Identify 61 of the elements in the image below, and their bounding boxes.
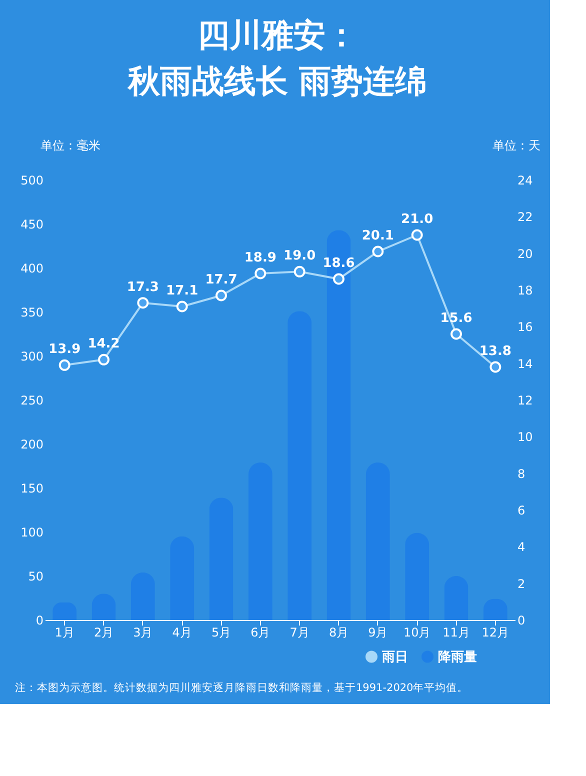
y-tick-label: 350 [20,306,44,320]
bar [248,462,272,620]
data-label: 18.6 [322,256,355,271]
x-tick-label: 11月 [442,626,470,640]
bar [444,576,468,620]
bar [366,462,390,620]
y2-tick-label: 8 [518,466,526,481]
y-tick-label: 0 [36,614,44,628]
legend-label: 雨日 [381,650,408,665]
data-label: 19.0 [284,248,316,264]
legend-label: 降雨量 [438,650,477,665]
y2-tick-label: 16 [518,320,533,334]
x-tick-label: 10月 [403,626,431,640]
data-label: 13.8 [479,344,512,359]
y-tick-label: 500 [20,174,44,188]
data-label: 18.9 [244,250,276,266]
y-tick-label: 400 [20,262,44,276]
data-label: 17.7 [205,272,238,288]
y2-tick-label: 10 [518,430,533,444]
y-tick-label: 150 [20,482,44,496]
y-tick-label: 50 [28,570,44,584]
y2-tick-label: 24 [518,174,533,188]
data-label: 21.0 [401,212,434,227]
y-tick-label: 100 [20,526,44,540]
y2-axis-title: 单位：天 [492,138,540,152]
y2-tick-label: 14 [518,356,533,371]
y2-tick-label: 22 [518,210,533,224]
bar [170,536,194,620]
bar [405,532,430,620]
y2-tick-label: 4 [518,540,526,554]
y2-tick-label: 20 [518,246,533,261]
y2-tick-label: 2 [518,576,526,591]
y-tick-label: 250 [20,394,44,408]
chart-title: 四川雅安： [198,16,358,54]
data-label: 20.1 [362,228,394,244]
y-tick-label: 200 [20,438,44,452]
y2-tick-label: 12 [518,394,533,408]
x-tick-label: 9月 [368,626,388,640]
x-tick-label: 5月 [211,626,232,640]
x-tick-label: 4月 [172,626,192,640]
bar [130,572,155,620]
data-label: 13.9 [48,342,81,358]
x-tick-label: 6月 [250,626,270,640]
y-axis-title: 单位：毫米 [40,138,100,152]
x-tick-label: 8月 [328,626,349,640]
x-tick-label: 7月 [290,626,310,640]
chart-subtitle: 秋雨战线长 雨势连绵 [126,62,428,100]
y2-tick-label: 6 [518,504,526,518]
bar [209,498,234,620]
x-tick-label: 3月 [133,626,153,640]
bar [288,311,312,620]
x-tick-label: 2月 [94,626,114,640]
y2-tick-label: 0 [518,614,526,628]
data-label: 17.1 [166,284,198,298]
x-tick-label: 1月 [54,626,74,640]
x-tick-label: 12月 [482,626,510,640]
text: 注：本图为示意图。统计数据为四川雅安逐月降雨日数和降雨量，基于1991-2020年平均值。 [15,681,468,694]
data-label: 17.3 [126,280,159,295]
y2-tick-label: 18 [518,284,533,298]
y-tick-label: 450 [20,218,44,232]
y-tick-label: 300 [20,350,44,364]
